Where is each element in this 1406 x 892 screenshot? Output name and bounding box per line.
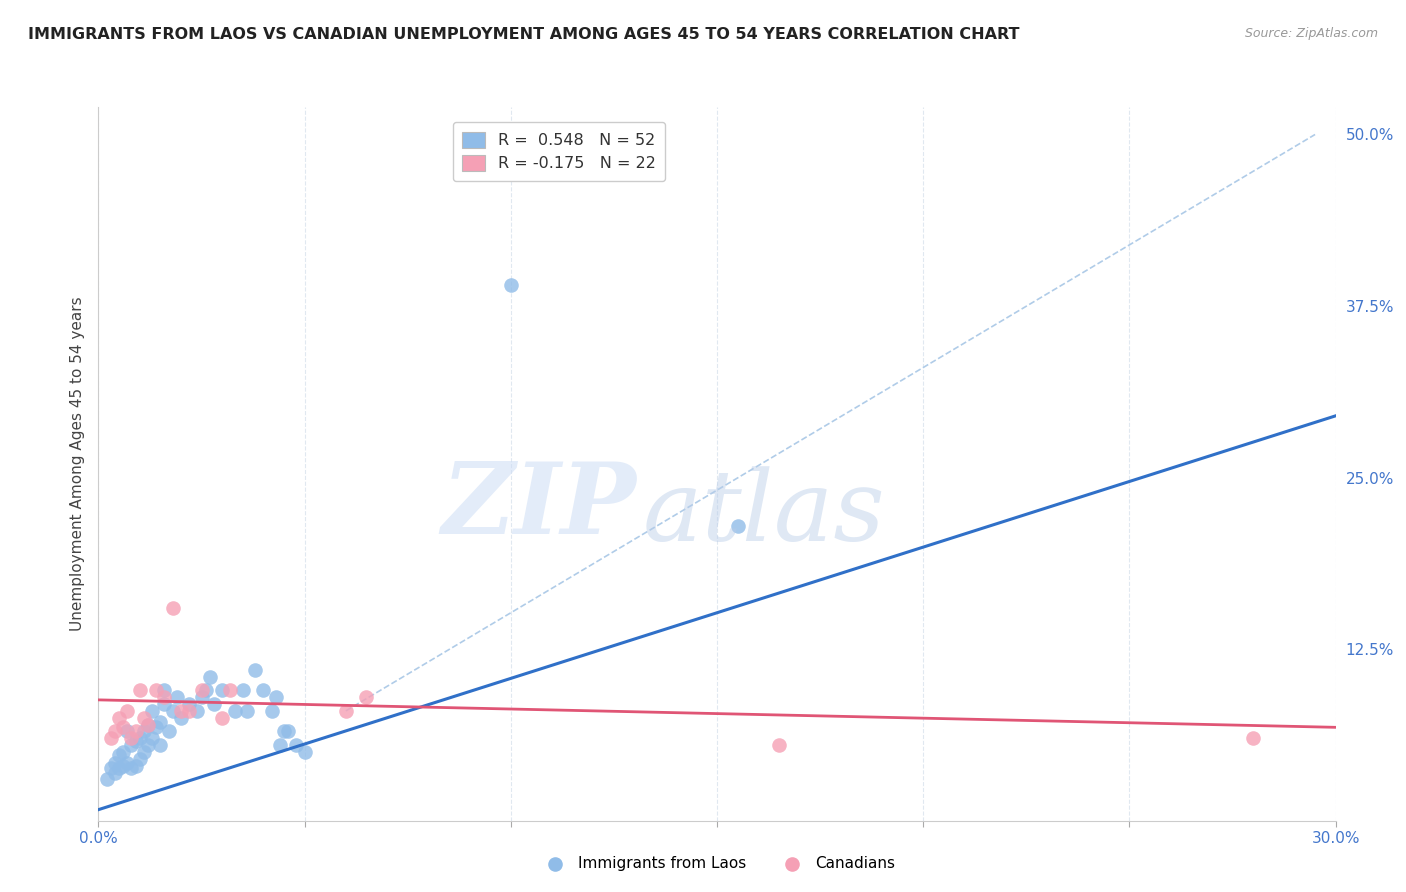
Point	[136, 717, 159, 731]
Point	[153, 697, 176, 711]
Point	[211, 711, 233, 725]
Point	[145, 720, 167, 734]
Point	[117, 704, 139, 718]
Point	[768, 738, 790, 752]
Point	[124, 734, 146, 748]
Point	[202, 697, 225, 711]
Point	[285, 738, 308, 752]
Point	[170, 704, 193, 718]
Point	[141, 704, 163, 718]
Point	[104, 724, 127, 739]
Point	[149, 714, 172, 729]
Point	[104, 756, 127, 770]
Point	[112, 758, 135, 772]
Point	[145, 683, 167, 698]
Point	[120, 731, 142, 746]
Point	[136, 738, 159, 752]
Text: atlas: atlas	[643, 467, 886, 561]
Point	[153, 683, 176, 698]
Point	[157, 724, 180, 739]
Point	[186, 704, 208, 718]
Point	[294, 745, 316, 759]
Point	[117, 724, 139, 739]
Point	[499, 278, 522, 293]
Point	[243, 663, 266, 677]
Y-axis label: Unemployment Among Ages 45 to 54 years: Unemployment Among Ages 45 to 54 years	[69, 296, 84, 632]
Point	[273, 724, 295, 739]
Point	[104, 765, 127, 780]
Point	[100, 731, 122, 746]
Point	[128, 731, 150, 746]
Point	[100, 762, 122, 776]
Legend: Immigrants from Laos, Canadians: Immigrants from Laos, Canadians	[533, 850, 901, 877]
Point	[269, 738, 291, 752]
Point	[236, 704, 259, 718]
Point	[117, 756, 139, 770]
Point	[128, 683, 150, 698]
Point	[108, 747, 131, 762]
Point	[264, 690, 287, 705]
Point	[166, 690, 188, 705]
Point	[356, 690, 378, 705]
Point	[179, 697, 201, 711]
Point	[162, 704, 184, 718]
Point	[124, 724, 146, 739]
Point	[219, 683, 242, 698]
Point	[132, 724, 155, 739]
Point	[128, 752, 150, 766]
Text: Source: ZipAtlas.com: Source: ZipAtlas.com	[1244, 27, 1378, 40]
Point	[120, 762, 142, 776]
Point	[170, 711, 193, 725]
Point	[108, 762, 131, 776]
Point	[252, 683, 274, 698]
Point	[132, 745, 155, 759]
Point	[211, 683, 233, 698]
Point	[141, 731, 163, 746]
Point	[132, 711, 155, 725]
Point	[112, 745, 135, 759]
Point	[198, 669, 221, 683]
Point	[194, 683, 217, 698]
Point	[224, 704, 246, 718]
Point	[1241, 731, 1264, 746]
Point	[120, 738, 142, 752]
Point	[335, 704, 357, 718]
Point	[153, 690, 176, 705]
Text: ZIP: ZIP	[441, 458, 637, 555]
Point	[727, 518, 749, 533]
Point	[190, 690, 212, 705]
Point	[108, 711, 131, 725]
Point	[96, 772, 118, 787]
Point	[124, 758, 146, 772]
Point	[260, 704, 283, 718]
Point	[162, 601, 184, 615]
Point	[232, 683, 254, 698]
Point	[112, 720, 135, 734]
Point	[277, 724, 299, 739]
Point	[136, 717, 159, 731]
Point	[179, 704, 201, 718]
Point	[190, 683, 212, 698]
Point	[149, 738, 172, 752]
Text: IMMIGRANTS FROM LAOS VS CANADIAN UNEMPLOYMENT AMONG AGES 45 TO 54 YEARS CORRELAT: IMMIGRANTS FROM LAOS VS CANADIAN UNEMPLO…	[28, 27, 1019, 42]
